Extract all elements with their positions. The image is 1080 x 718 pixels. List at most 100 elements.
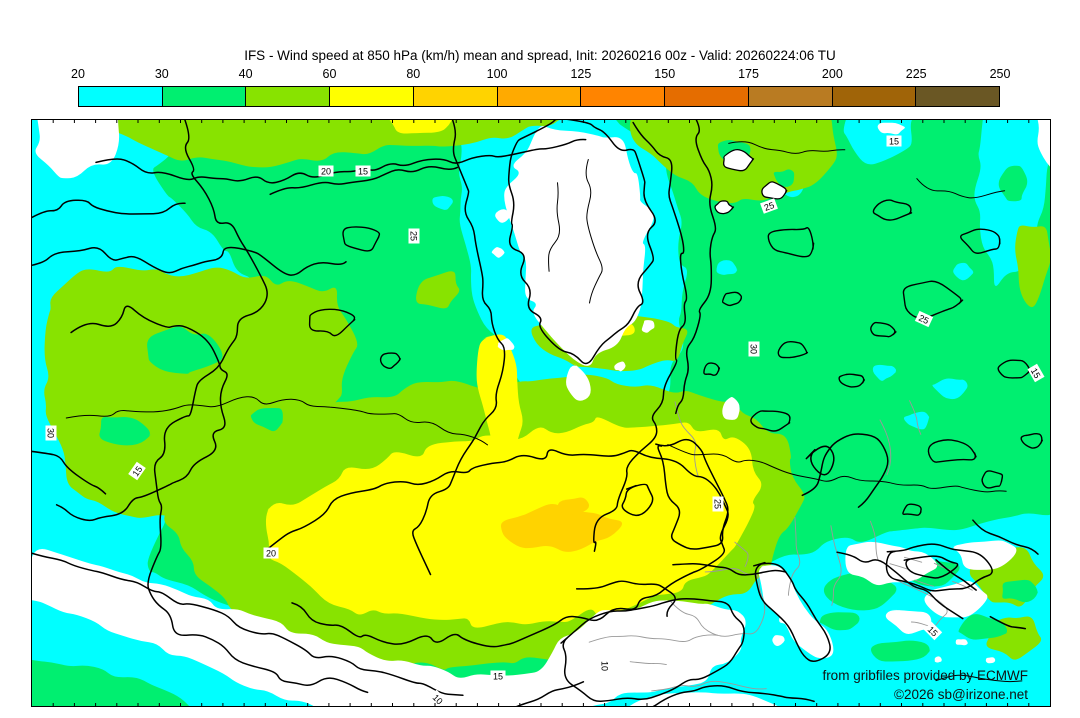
region-gold [557, 497, 590, 515]
colorbar-segment [747, 87, 832, 106]
region-green [250, 408, 284, 432]
svg-text:25: 25 [763, 200, 776, 213]
region-cyan [872, 364, 898, 381]
region-white [955, 639, 968, 646]
contour-loop [1020, 433, 1043, 449]
border-line [830, 525, 842, 606]
border-line [588, 634, 719, 643]
contour-loop [872, 199, 913, 221]
contour-line [805, 445, 835, 476]
region-white [35, 120, 120, 179]
region-white [950, 540, 1017, 570]
colorbar-segment [580, 87, 665, 106]
colorbar-tick-label: 200 [821, 67, 843, 81]
contour-loop [927, 439, 977, 463]
region-white [566, 362, 591, 401]
region-white [504, 126, 654, 366]
colorbar-tick-label: 125 [570, 67, 592, 81]
contour-loop [750, 410, 791, 432]
contour-line [412, 120, 506, 576]
svg-text:15: 15 [1029, 366, 1043, 380]
svg-text:10: 10 [600, 661, 610, 671]
contour-line [95, 138, 587, 184]
contour-label: 25 [914, 310, 934, 328]
region-green [773, 169, 795, 187]
contour-line [621, 483, 654, 517]
svg-text:30: 30 [749, 344, 759, 354]
svg-text:20: 20 [321, 167, 331, 177]
contour-line [935, 674, 1023, 683]
region-green [147, 326, 227, 374]
island-outline [722, 149, 755, 172]
region-yellow-green [99, 120, 560, 168]
colorbar-tick-label: 250 [989, 67, 1011, 81]
border-line [787, 516, 801, 596]
region-yellow [476, 334, 523, 468]
border-line [914, 579, 935, 587]
svg-text:15: 15 [358, 167, 368, 177]
contour-line [672, 562, 787, 576]
colorbar-tick-label: 225 [905, 67, 927, 81]
contour-line [989, 615, 1027, 630]
contour-line [728, 141, 846, 154]
contour-line [593, 121, 688, 552]
contour-label: 15 [128, 461, 146, 481]
map-title: IFS - Wind speed at 850 hPa (km/h) mean … [244, 48, 836, 63]
contour-line [655, 438, 729, 550]
border-line [952, 580, 973, 591]
svg-text:25: 25 [409, 231, 419, 241]
border-line [879, 419, 892, 476]
contour-label: 15 [1027, 363, 1045, 383]
contour-loop [838, 373, 865, 388]
map-frame: 20 15 25 15 25 25 30 15 30 20 15 10 10 15 25 15 from gr… [31, 119, 1051, 707]
contour-line [801, 433, 889, 508]
region-white [495, 209, 511, 223]
region-white [772, 635, 785, 647]
region-cyan [932, 378, 969, 400]
colorbar-segment [79, 87, 162, 106]
colorbar-tick-label: 20 [71, 67, 85, 81]
region-green [998, 165, 1030, 202]
region-white [877, 122, 906, 135]
border-line [651, 680, 767, 692]
contour-line [667, 444, 1007, 493]
region-yellow [389, 120, 452, 134]
contour-line [753, 561, 831, 663]
contour-loop [379, 352, 401, 370]
colorbar-segment [412, 87, 497, 106]
region-green [819, 612, 861, 631]
contour-line [885, 543, 993, 592]
contour-line [32, 450, 107, 495]
contour-label: 10 [428, 689, 448, 706]
border-line [894, 578, 948, 627]
svg-text:10: 10 [431, 692, 445, 706]
region-yellow-green [416, 271, 460, 309]
region-white [845, 541, 938, 586]
border-line [629, 661, 667, 666]
border-line [869, 520, 879, 561]
colorbar-tick-label: 60 [322, 67, 337, 81]
border-line [674, 401, 699, 477]
contour-label: 15 [355, 165, 371, 177]
border-line [734, 541, 749, 567]
contour-line [548, 182, 561, 272]
region-white [1037, 120, 1050, 167]
colorbar-tick-labels: 20 30 40 60 80 100 125 150 175 200 225 250 [71, 67, 1010, 82]
contour-loop [767, 227, 815, 258]
region-white [641, 320, 655, 333]
region-green [99, 417, 152, 446]
region-white [885, 609, 932, 634]
region-white [491, 247, 505, 258]
region-cyan [432, 196, 454, 210]
colorbar-tick-label: 100 [486, 67, 508, 81]
contour-line [147, 120, 369, 694]
svg-text:25: 25 [713, 499, 723, 509]
contour-line [585, 159, 603, 304]
contour-line [32, 552, 464, 697]
region-white [985, 657, 996, 664]
contour-loop [902, 503, 922, 516]
contour-label: 20 [263, 547, 279, 559]
contour-line [32, 246, 347, 276]
